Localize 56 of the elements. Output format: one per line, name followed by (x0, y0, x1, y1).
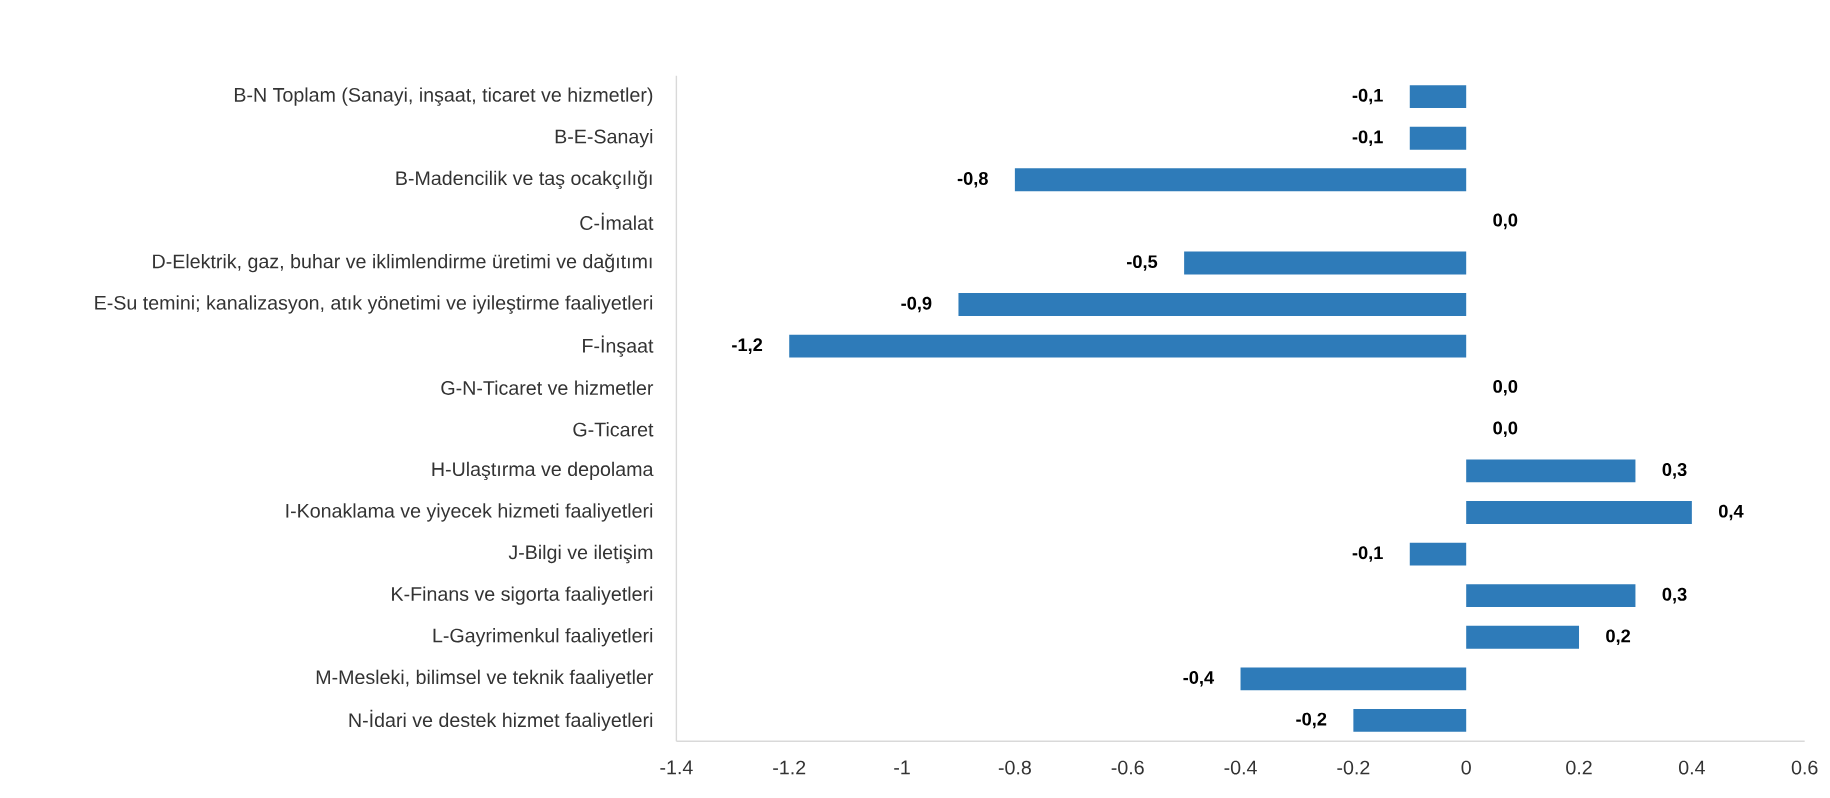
y-tick-label: D-Elektrik, gaz, buhar ve iklimlendirme üretimi ve dağıtımı (153, 253, 652, 273)
data-label: -0,2 (1296, 712, 1327, 729)
y-tick-label: J-Bilgi ve iletişim (508, 544, 653, 564)
data-label: 0,3 (1662, 463, 1687, 479)
x-tick-label: -1.4 (660, 760, 693, 775)
y-tick-label: K-Finans ve sigorta faaliyetleri (392, 586, 653, 605)
bar (1409, 542, 1467, 566)
data-label: -0,4 (1183, 671, 1215, 687)
y-tick-label: G-Ticaret (573, 422, 654, 437)
y-tick-label: E-Su temini; kanalizasyon, atık yönetimi ve iyileştirme faaliyetleri (95, 295, 653, 314)
data-label: -1,2 (732, 338, 763, 354)
x-tick-label: -0.4 (1224, 760, 1257, 775)
data-label: 0,3 (1662, 587, 1687, 604)
data-label: 0,0 (1493, 213, 1518, 230)
data-label: 0,4 (1718, 504, 1744, 521)
y-tick-label: F-İnşaat (583, 335, 654, 357)
x-tick-label: 0.6 (1791, 760, 1818, 775)
x-tick-label: -1 (894, 760, 910, 775)
bar (1184, 251, 1467, 275)
y-tick-label: N-İdari ve destek hizmet faaliyetleri (349, 709, 653, 731)
data-label: -0,9 (901, 296, 932, 313)
x-tick-label: -1.2 (773, 760, 806, 775)
bar (1014, 168, 1467, 192)
y-tick-label: L-Gayrimenkul faaliyetleri (433, 628, 653, 647)
bar (1353, 708, 1467, 732)
bar (1466, 584, 1636, 608)
bar (958, 293, 1467, 316)
x-tick-label: 0.2 (1566, 760, 1592, 775)
data-label: 0,2 (1606, 629, 1631, 645)
x-tick-label: -0.2 (1337, 760, 1370, 775)
bar (1466, 459, 1636, 483)
data-label: 0,0 (1493, 379, 1518, 396)
y-tick-label: I-Konaklama ve yiyecek hizmeti faaliyetleri (286, 503, 653, 522)
bar (1466, 501, 1692, 524)
x-tick-label: -0.8 (998, 760, 1031, 775)
y-tick-label: M-Mesleki, bilimsel ve teknik faaliyetler (316, 669, 654, 688)
x-tick-label: 0 (1461, 760, 1471, 775)
y-tick-label: G-N-Ticaret ve hizmetler (441, 380, 654, 395)
x-tick-label: 0.4 (1678, 760, 1705, 775)
bar (1466, 625, 1580, 649)
data-label: -0,5 (1127, 255, 1158, 271)
bar (1409, 85, 1467, 109)
data-label: -0,8 (957, 171, 988, 188)
y-tick-label: B-N Toplam (Sanayi, inşaat, ticaret ve hizmetler) (234, 87, 653, 106)
bar (789, 334, 1467, 358)
x-tick-label: -0.6 (1111, 760, 1144, 775)
data-label: -0,1 (1352, 130, 1383, 146)
bar (1409, 126, 1467, 150)
y-tick-label: C-İmalat (580, 212, 654, 230)
data-label: -0,1 (1352, 88, 1383, 105)
data-label: 0,0 (1493, 421, 1518, 438)
y-tick-label: B-Madencilik ve taş ocakçılığı (396, 170, 652, 190)
data-label: -0,1 (1352, 546, 1383, 562)
y-tick-label: B-E-Sanayi (555, 129, 653, 148)
bar (1240, 667, 1467, 691)
y-tick-label: H-Ulaştırma ve depolama (432, 461, 654, 481)
